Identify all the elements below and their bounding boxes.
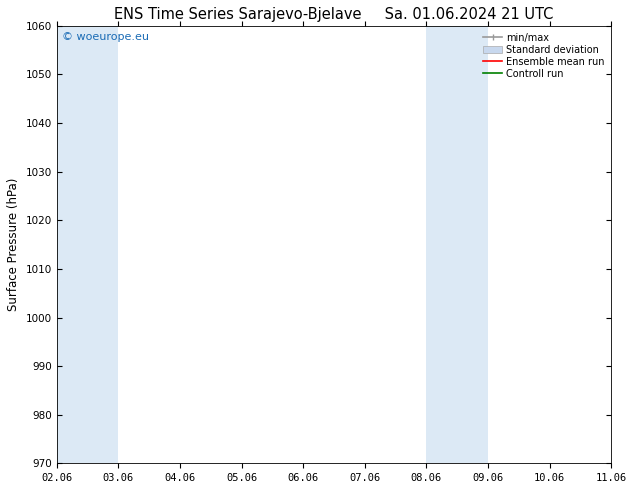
Title: ENS Time Series Sarajevo-Bjelave     Sa. 01.06.2024 21 UTC: ENS Time Series Sarajevo-Bjelave Sa. 01.… [114, 7, 553, 22]
Bar [56, 26, 119, 464]
Bar [611, 26, 634, 464]
Y-axis label: Surface Pressure (hPa): Surface Pressure (hPa) [7, 178, 20, 311]
Legend: min/max, Standard deviation, Ensemble mean run, Controll run: min/max, Standard deviation, Ensemble me… [481, 31, 607, 80]
Text: © woeurope.eu: © woeurope.eu [62, 32, 149, 43]
Bar [427, 26, 488, 464]
